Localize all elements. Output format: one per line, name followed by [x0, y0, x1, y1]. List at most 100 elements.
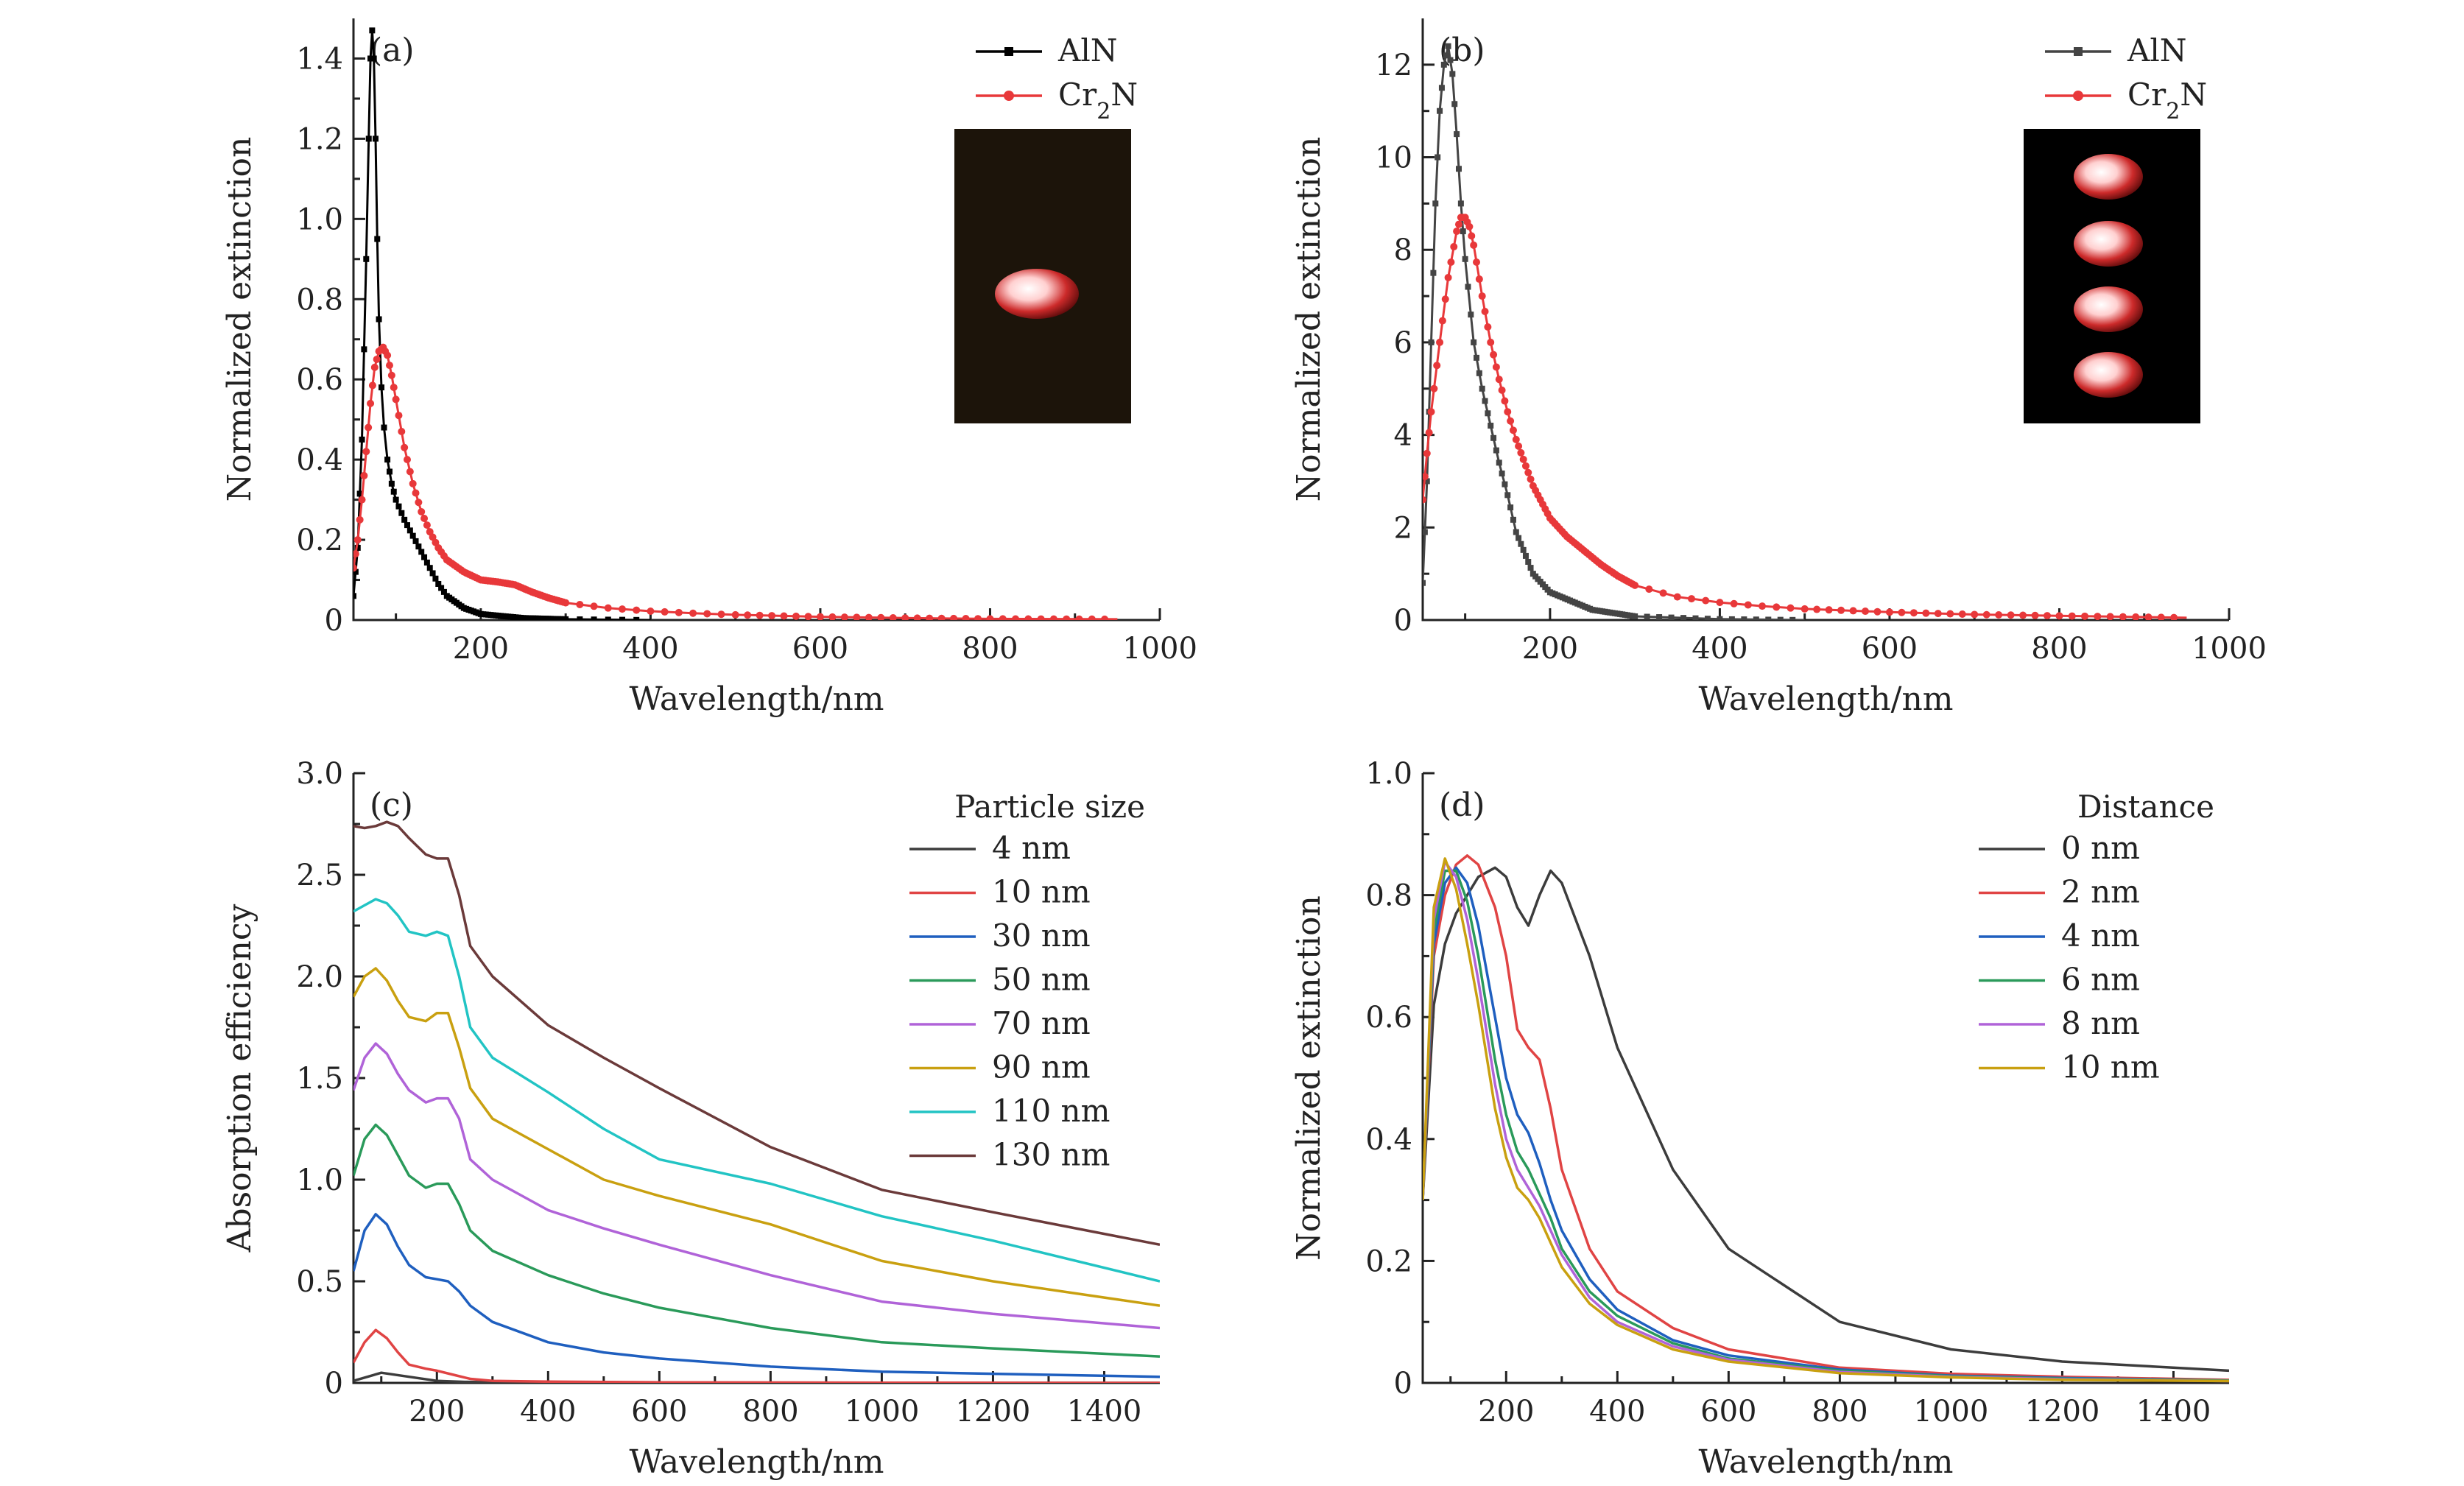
data-point	[1909, 609, 1918, 617]
data-point	[756, 611, 764, 619]
data-point	[1510, 516, 1516, 523]
legend-marker	[2073, 91, 2083, 101]
x-tick-label: 1000	[2192, 632, 2267, 666]
y-axis-title: Normalized extinction	[221, 137, 258, 502]
y-tick-label: 1.0	[1365, 757, 1412, 791]
data-point	[744, 611, 752, 619]
data-point	[703, 610, 711, 618]
series-line-130nm	[353, 820, 1160, 1247]
data-point	[423, 521, 431, 529]
data-point	[406, 468, 414, 476]
data-point	[689, 609, 697, 617]
x-tick-label: 1400	[1067, 1395, 1142, 1429]
data-point	[418, 549, 425, 555]
x-tick-label: 800	[962, 632, 1018, 666]
series-layer	[353, 820, 1160, 1383]
data-point	[1441, 295, 1449, 303]
series-line-2nm	[1423, 854, 2229, 1381]
data-point	[1507, 417, 1515, 425]
data-point	[1475, 275, 1483, 284]
data-point	[1668, 614, 1675, 620]
data-point	[381, 424, 387, 431]
legend-title: Distance	[2077, 789, 2214, 825]
data-point	[562, 599, 570, 607]
y-axis-title: Normalized extinction	[1290, 137, 1328, 502]
data-point	[412, 538, 419, 544]
data-point	[1484, 323, 1492, 331]
data-point	[1704, 616, 1711, 620]
data-point	[384, 457, 391, 463]
y-tick-label: 6	[1394, 326, 1412, 360]
data-point	[432, 575, 439, 582]
series-line-10nm	[1423, 857, 2229, 1383]
y-tick-label: 12	[1375, 49, 1412, 82]
data-point	[1873, 608, 1882, 616]
particle-blob	[2074, 352, 2143, 398]
particle-blob	[2074, 286, 2143, 332]
data-point	[356, 515, 364, 524]
data-point	[717, 610, 725, 619]
y-tick-label: 2.0	[296, 960, 343, 994]
data-point	[1490, 351, 1498, 359]
data-point	[1462, 256, 1468, 262]
data-point	[1527, 475, 1535, 483]
y-tick-label: 2.5	[296, 859, 343, 892]
data-point	[376, 316, 382, 323]
data-point	[1485, 410, 1491, 417]
data-point	[840, 613, 848, 620]
data-point	[1513, 529, 1519, 535]
legend-label: 70 nm	[992, 1005, 1091, 1041]
data-point	[367, 55, 374, 62]
data-point	[1478, 292, 1486, 300]
x-tick-label: 800	[2031, 632, 2087, 666]
particle-blob	[2074, 154, 2143, 200]
data-point	[1787, 604, 1795, 612]
data-point	[1716, 599, 1724, 607]
data-point	[353, 568, 359, 575]
x-tick-label: 1400	[2136, 1395, 2211, 1429]
particle-blob	[995, 269, 1079, 319]
data-point	[1519, 455, 1527, 463]
series-layer	[353, 27, 1118, 620]
data-point	[619, 605, 626, 613]
data-point	[1075, 615, 1083, 620]
data-point	[2119, 613, 2127, 620]
data-point	[1692, 615, 1699, 620]
data-point	[828, 613, 837, 620]
data-point	[2068, 612, 2076, 620]
data-point	[379, 384, 385, 391]
data-point	[1481, 308, 1489, 316]
series-line-50nm	[353, 1123, 1160, 1358]
y-tick-label: 0	[325, 604, 343, 638]
data-point	[1813, 605, 1821, 613]
y-tick-label: 1.4	[296, 42, 343, 76]
data-point	[661, 608, 669, 616]
y-tick-label: 0.5	[296, 1265, 343, 1299]
data-point	[1049, 615, 1057, 620]
particle-blob	[2074, 221, 2143, 267]
data-point	[1885, 608, 1893, 616]
data-point	[1438, 85, 1445, 91]
data-point	[353, 564, 357, 572]
y-tick-label: 0	[1394, 1367, 1412, 1401]
data-point	[986, 615, 994, 620]
data-point	[1447, 57, 1454, 63]
data-point	[420, 515, 429, 523]
data-point	[2007, 611, 2015, 619]
data-point	[792, 612, 800, 620]
data-point	[372, 135, 379, 142]
data-point	[1430, 270, 1437, 276]
x-axis-title: Wavelength/nm	[1698, 1443, 1953, 1481]
legend: AlN Cr2N	[2045, 32, 2207, 124]
data-point	[1493, 447, 1499, 454]
x-tick-label: 1200	[956, 1395, 1031, 1429]
data-point	[1521, 462, 1530, 470]
data-point	[1063, 615, 1071, 620]
data-point	[358, 496, 366, 504]
data-point	[1443, 52, 1449, 59]
data-point	[395, 412, 403, 420]
data-point	[1946, 610, 1954, 618]
x-tick-label: 600	[792, 632, 848, 666]
x-tick-label: 200	[453, 632, 509, 666]
x-tick-label: 200	[1522, 632, 1578, 666]
